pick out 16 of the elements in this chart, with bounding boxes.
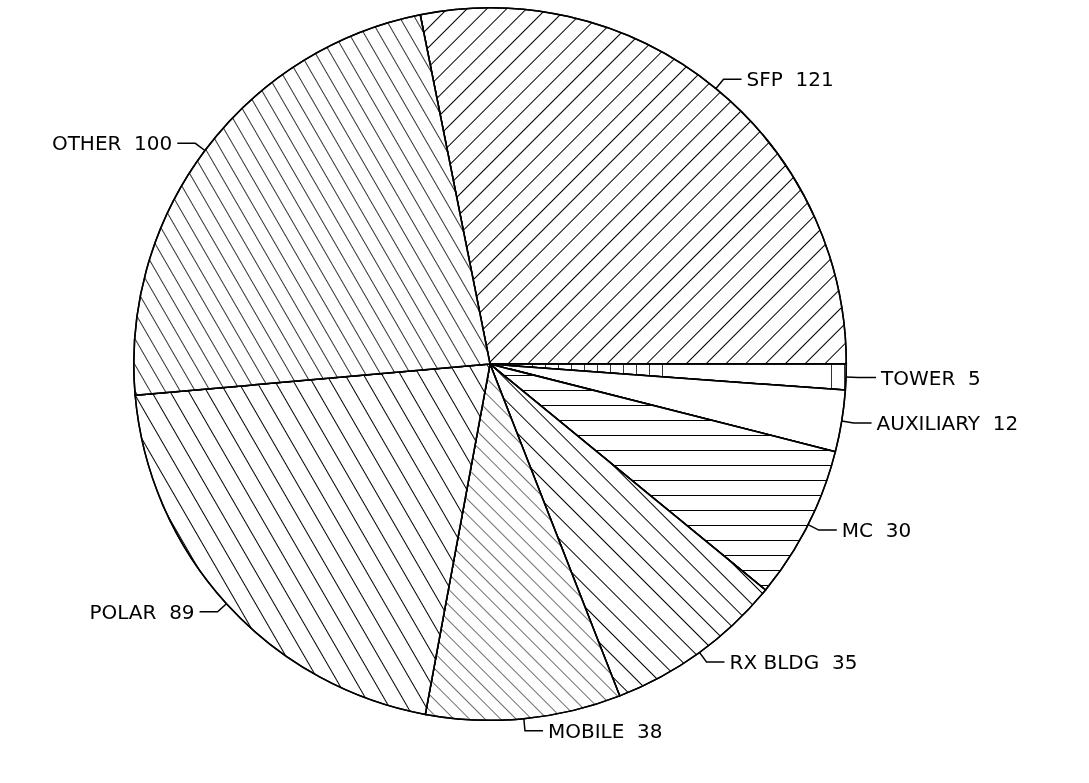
- data-label: 38: [637, 718, 663, 743]
- slice-label: MOBILE: [547, 718, 625, 743]
- data-label: 5: [968, 365, 981, 390]
- data-label: 89: [169, 599, 195, 624]
- data-label: 121: [795, 67, 834, 92]
- slice-label: TOWER: [880, 365, 956, 390]
- data-label: 35: [831, 650, 858, 675]
- data-label: 30: [885, 518, 912, 543]
- slice-label: AUXILIARY: [876, 411, 981, 436]
- slice-label: OTHER: [51, 131, 122, 156]
- data-label: 100: [134, 131, 173, 156]
- data-label: 12: [992, 411, 1019, 436]
- slice-label: SFP: [746, 67, 783, 92]
- slice-label: MC: [841, 518, 874, 543]
- slice-label: POLAR: [89, 599, 157, 624]
- slice-label: RX BLDG: [729, 650, 820, 675]
